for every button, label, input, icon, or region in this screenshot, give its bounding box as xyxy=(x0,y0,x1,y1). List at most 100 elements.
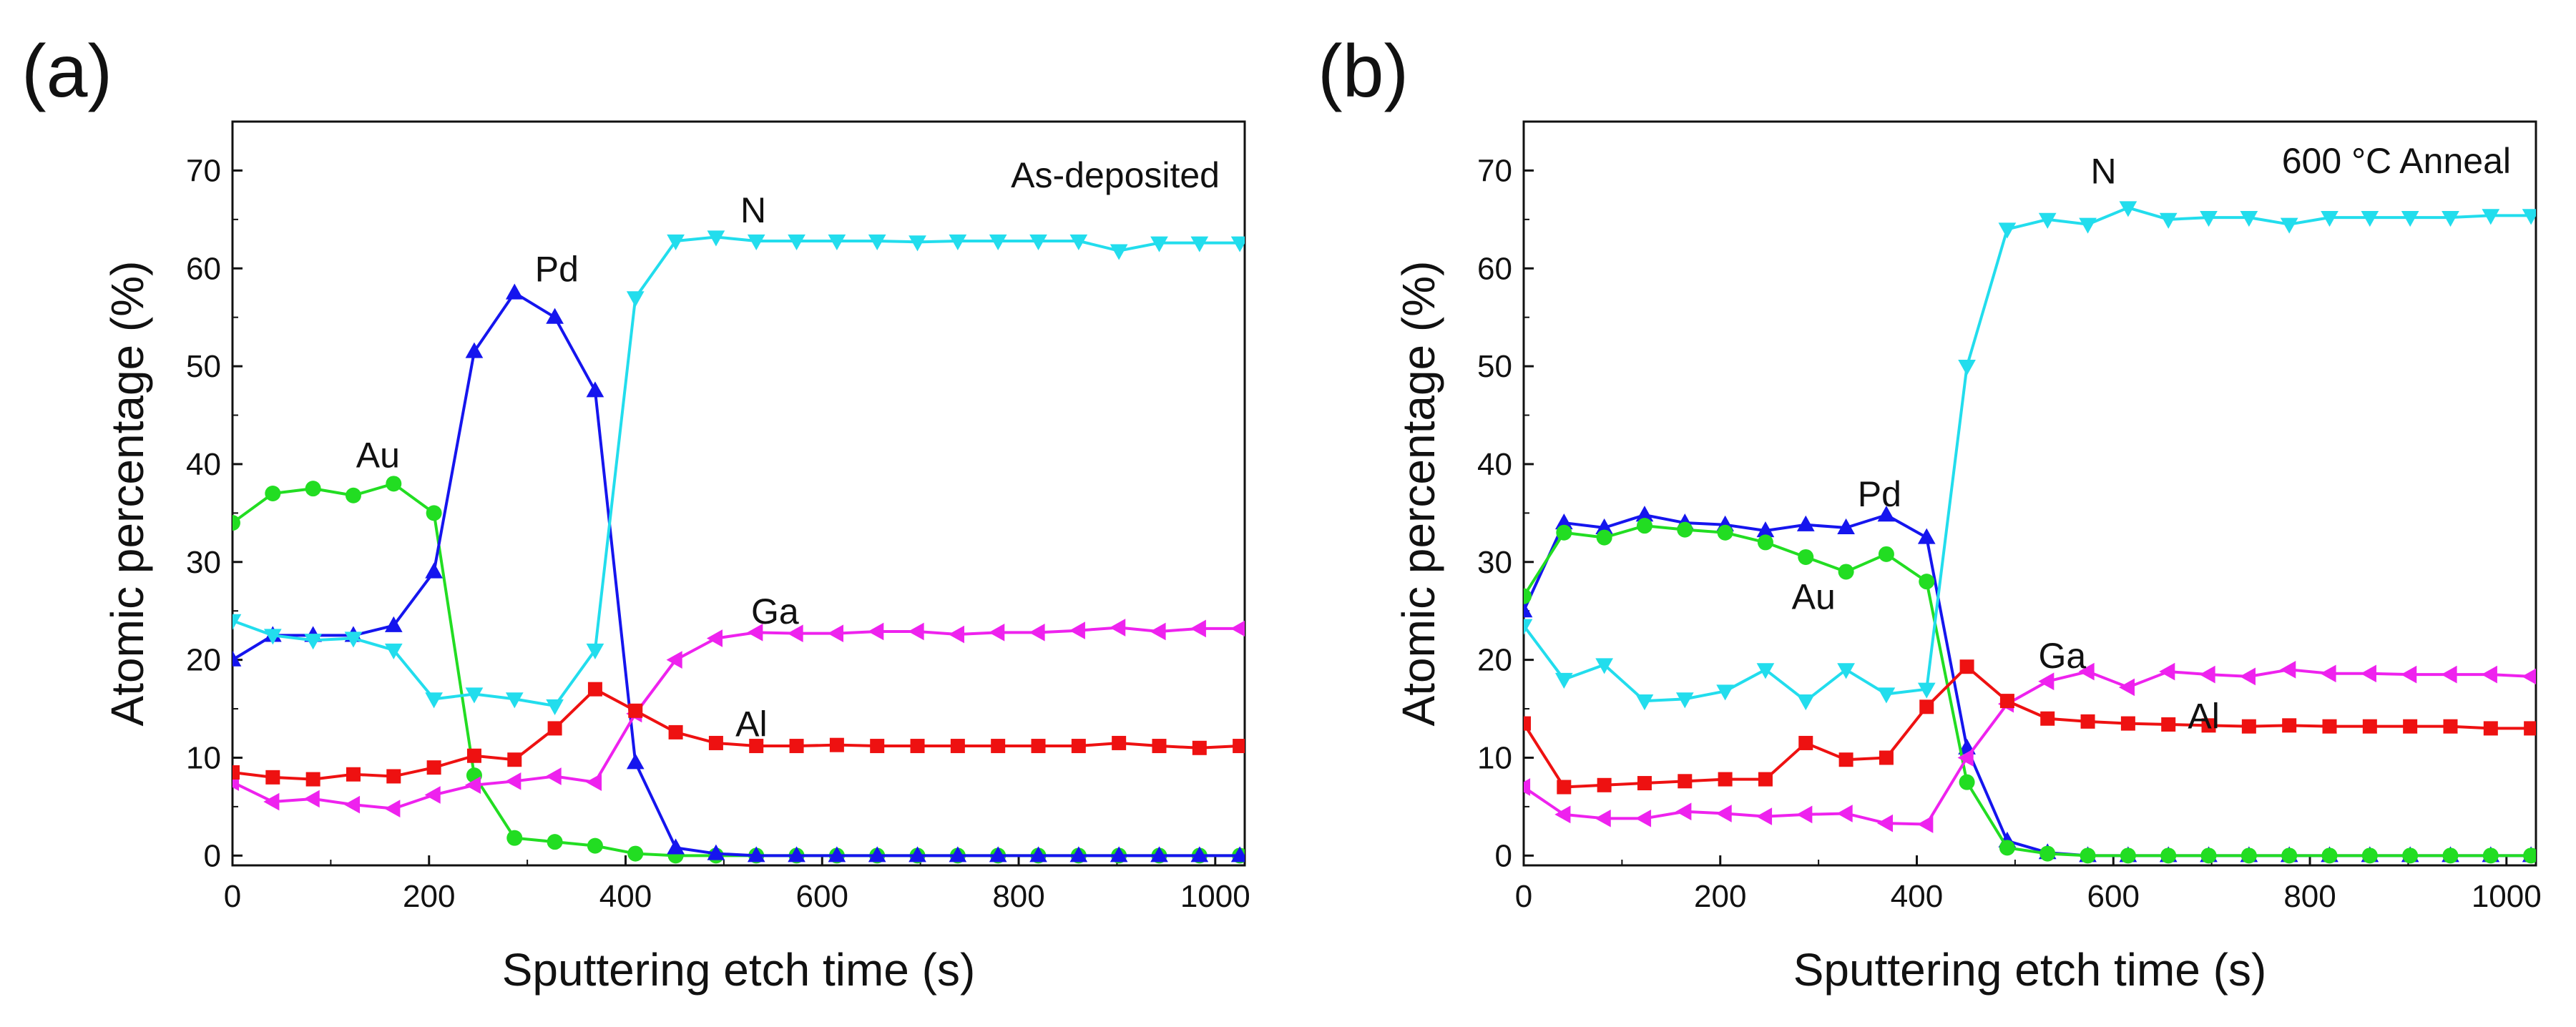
data-point xyxy=(2120,847,2136,864)
data-point xyxy=(2118,678,2135,697)
data-point xyxy=(1635,506,1654,522)
y-axis-title: Atomic percentage (%) xyxy=(102,261,153,727)
data-point xyxy=(1919,699,1934,714)
y-tick-label: 10 xyxy=(186,740,221,775)
data-point xyxy=(547,834,563,850)
data-point xyxy=(2282,718,2297,733)
data-point xyxy=(587,837,603,854)
y-tick-label: 20 xyxy=(186,643,221,678)
data-point xyxy=(2361,211,2379,227)
data-point xyxy=(2039,845,2056,862)
data-point xyxy=(384,643,403,659)
data-point xyxy=(1876,814,1894,832)
panel-a: (a) 0 200 400 600 800 1000 0 10 20 30 40 50 60 70 Sputt… xyxy=(21,30,1250,996)
data-point xyxy=(232,515,240,531)
data-point xyxy=(507,752,522,767)
series-n xyxy=(1524,201,2536,711)
data-point xyxy=(1715,805,1732,822)
data-point xyxy=(708,735,723,750)
data-point xyxy=(464,776,481,795)
data-point xyxy=(303,790,320,808)
data-point xyxy=(1069,846,1088,863)
data-point xyxy=(989,234,1007,250)
data-point xyxy=(1637,776,1652,791)
data-point xyxy=(2481,665,2497,684)
data-point xyxy=(949,846,967,863)
data-point xyxy=(585,773,602,792)
data-point xyxy=(1029,846,1047,863)
x-axis-title: Sputtering etch time (s) xyxy=(502,944,976,996)
data-point xyxy=(948,625,964,644)
data-point xyxy=(2360,664,2376,683)
series-line xyxy=(232,482,1240,858)
series-label-ga: Ga xyxy=(751,591,799,632)
data-point xyxy=(2200,211,2218,227)
data-point xyxy=(989,623,1005,642)
data-point xyxy=(1798,735,1813,750)
data-point xyxy=(304,634,323,650)
x-tick-label: 400 xyxy=(1891,879,1943,914)
data-point xyxy=(1999,694,2014,709)
y-tick-label: 40 xyxy=(186,447,221,482)
data-point xyxy=(466,748,481,763)
data-point xyxy=(747,846,765,863)
series-label-ga: Ga xyxy=(2038,636,2086,676)
data-point xyxy=(1112,735,1127,750)
data-point xyxy=(829,737,844,752)
data-point xyxy=(747,234,765,250)
data-point xyxy=(2038,672,2055,691)
series-line xyxy=(232,235,1240,707)
data-point xyxy=(2522,209,2536,225)
data-point xyxy=(1554,805,1571,824)
data-point xyxy=(1595,809,1611,827)
data-point xyxy=(707,230,725,247)
data-point xyxy=(626,291,645,308)
data-point xyxy=(2120,716,2135,731)
data-point xyxy=(232,765,240,780)
data-point xyxy=(1917,815,1934,833)
data-point xyxy=(1230,236,1245,252)
data-point xyxy=(909,235,926,252)
data-point xyxy=(1836,805,1853,822)
data-point xyxy=(1838,752,1853,767)
data-point xyxy=(2482,209,2500,225)
data-point xyxy=(1110,244,1128,260)
data-point xyxy=(1837,518,1855,534)
data-point xyxy=(868,846,886,863)
data-point xyxy=(1757,534,1773,551)
data-point xyxy=(1152,739,1167,754)
data-point xyxy=(909,846,926,863)
data-point xyxy=(1755,807,1773,825)
data-point xyxy=(1635,694,1654,711)
data-point xyxy=(545,767,562,785)
x-tick-label: 800 xyxy=(992,879,1044,914)
x-tick-label: 800 xyxy=(2283,879,2336,914)
data-point xyxy=(870,739,885,754)
data-point xyxy=(2443,719,2458,734)
data-point xyxy=(789,739,804,754)
data-point xyxy=(788,846,805,863)
series-ga xyxy=(1524,660,2536,833)
data-point xyxy=(1998,222,2017,239)
data-point xyxy=(1877,506,1896,522)
data-point xyxy=(1878,546,1894,562)
y-tick-label: 0 xyxy=(1495,838,1512,873)
data-point xyxy=(343,795,361,814)
data-point xyxy=(386,476,402,492)
data-point xyxy=(263,792,280,811)
data-point xyxy=(1838,564,1854,580)
data-point xyxy=(586,643,604,659)
data-point xyxy=(2040,711,2055,726)
data-point xyxy=(232,650,242,667)
data-point xyxy=(587,682,602,697)
data-point xyxy=(1796,694,1815,711)
data-point xyxy=(827,624,843,643)
data-point xyxy=(2401,211,2419,227)
series-label-pd: Pd xyxy=(1858,474,1901,514)
data-point xyxy=(2241,719,2256,734)
series-al xyxy=(232,682,1245,787)
data-point xyxy=(1230,620,1245,637)
x-tick-label: 1000 xyxy=(1180,879,1250,914)
data-point xyxy=(1595,518,1614,534)
